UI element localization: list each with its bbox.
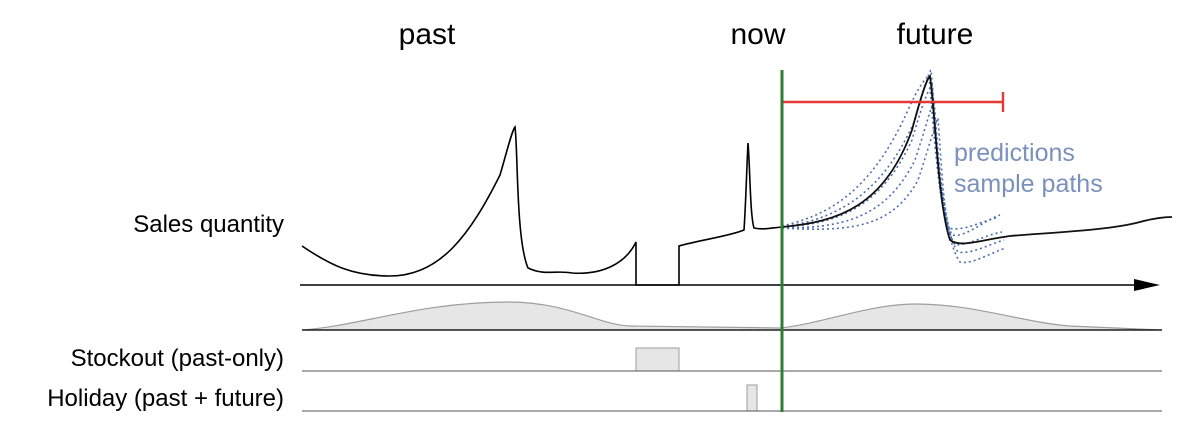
stockout-block [635, 347, 680, 372]
forecast-horizon-bracket [780, 92, 1005, 112]
stockout-label: Stockout (past-only) [71, 345, 284, 372]
sample-path [781, 74, 997, 230]
predictions-annotation-line2: sample paths [954, 170, 1103, 198]
sample-path [781, 68, 1001, 237]
future-label: future [897, 18, 974, 51]
predictions-annotation-line1: predictions [954, 139, 1075, 167]
seasonality-curve [301, 301, 1163, 331]
sales-quantity-label: Sales quantity [133, 211, 284, 238]
forecast-mean-curve [781, 74, 1173, 245]
historical-sales-curve [301, 125, 783, 286]
past-label: past [399, 18, 456, 51]
now-label: now [730, 18, 785, 51]
time-axis-arrowhead [1134, 279, 1160, 291]
holiday-block [746, 384, 758, 412]
holiday-label: Holiday (past + future) [47, 385, 284, 412]
